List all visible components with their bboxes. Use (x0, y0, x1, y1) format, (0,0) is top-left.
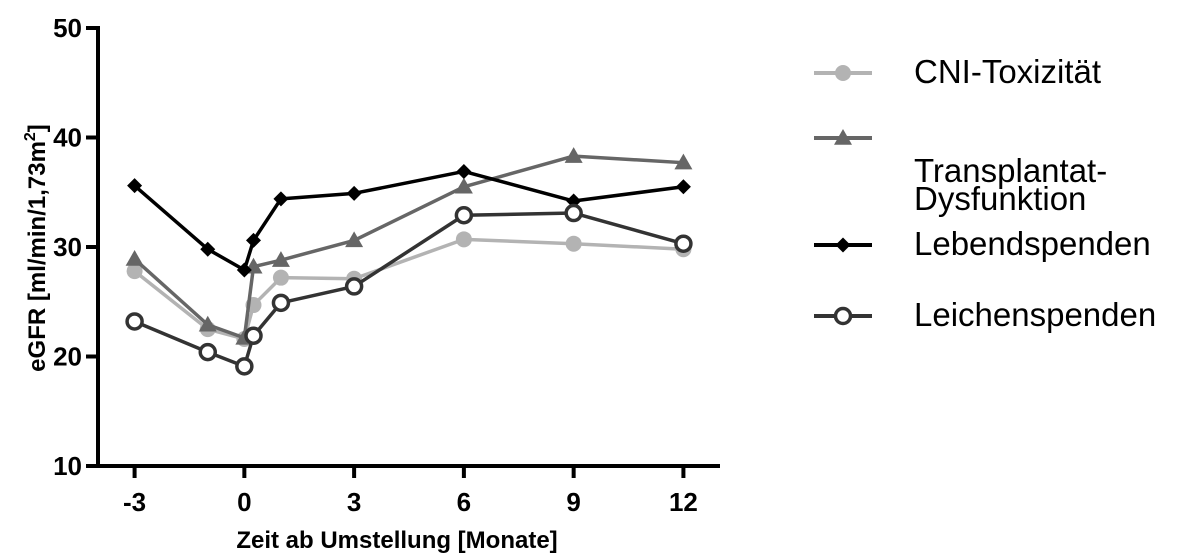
series-2 (127, 163, 691, 278)
y-axis-label-main: eGFR [ml/min/1,73m (24, 141, 51, 372)
data-point (674, 234, 693, 253)
data-point (454, 177, 473, 194)
y-tick-label: 40 (53, 123, 82, 153)
legend-marker (835, 237, 851, 253)
y-axis-label-superscript: 2 (22, 132, 39, 141)
data-point (345, 231, 364, 248)
data-point (198, 342, 218, 362)
data-point (564, 147, 583, 163)
y-tick-label: 50 (53, 13, 82, 43)
data-point (236, 262, 252, 278)
data-point (675, 179, 691, 195)
data-point (455, 231, 472, 248)
legend-label: Leichenspenden (914, 296, 1156, 333)
x-tick-label: 0 (237, 487, 251, 517)
series-line (133, 211, 684, 369)
data-point (125, 250, 144, 266)
legend-item: Leichenspenden (814, 296, 1156, 333)
legend-label: CNI-Toxizität (914, 53, 1101, 90)
data-point (273, 191, 289, 207)
x-tick-label: 12 (669, 487, 698, 517)
data-point (200, 241, 216, 257)
data-point (674, 153, 693, 170)
x-axis-ticks: -3 0 3 6 9 12 (123, 466, 698, 517)
data-point (271, 251, 290, 267)
legend-label: Transplantat- (914, 152, 1107, 189)
data-point (565, 235, 582, 252)
y-tick-label: 20 (53, 342, 82, 372)
legend-marker (835, 65, 851, 81)
y-axis-label-end: ] (24, 124, 51, 132)
x-tick-label: -3 (123, 487, 146, 517)
legend-item: Transplantat-Dysfunktion (814, 129, 1107, 217)
x-tick-label: 6 (457, 487, 471, 517)
y-axis-ticks: 10 20 30 40 50 (53, 13, 98, 481)
data-point (246, 232, 261, 248)
legend-item: CNI-Toxizität (814, 53, 1101, 90)
data-point (126, 263, 143, 280)
data-point (346, 185, 362, 201)
data-point (198, 315, 217, 332)
y-tick-label: 10 (53, 451, 82, 481)
x-tick-label: 9 (566, 487, 580, 517)
data-point (271, 293, 291, 313)
data-point (127, 178, 143, 194)
series-3 (125, 203, 693, 376)
legend-item: Lebendspenden (814, 225, 1151, 262)
data-point (235, 357, 254, 376)
x-axis-label: Zeit ab Umstellung [Monate] (236, 527, 557, 553)
data-point (272, 269, 289, 286)
legend-label: Dysfunktion (914, 180, 1086, 217)
data-point (344, 277, 364, 296)
data-point (564, 203, 583, 223)
plot-series (125, 147, 693, 376)
data-point (244, 326, 263, 345)
y-axis-label: eGFR [ml/min/1,73m2] (22, 124, 51, 372)
data-point (125, 312, 144, 331)
legend-marker (834, 129, 852, 145)
legend-label: Lebendspenden (914, 225, 1151, 262)
y-tick-label: 30 (53, 232, 82, 262)
data-point (454, 205, 474, 225)
legend-marker (833, 306, 853, 326)
x-tick-label: 3 (347, 487, 361, 517)
legend: CNI-Toxizität Transplantat-Dysfunktion Leb… (814, 53, 1156, 333)
data-point (456, 163, 472, 179)
